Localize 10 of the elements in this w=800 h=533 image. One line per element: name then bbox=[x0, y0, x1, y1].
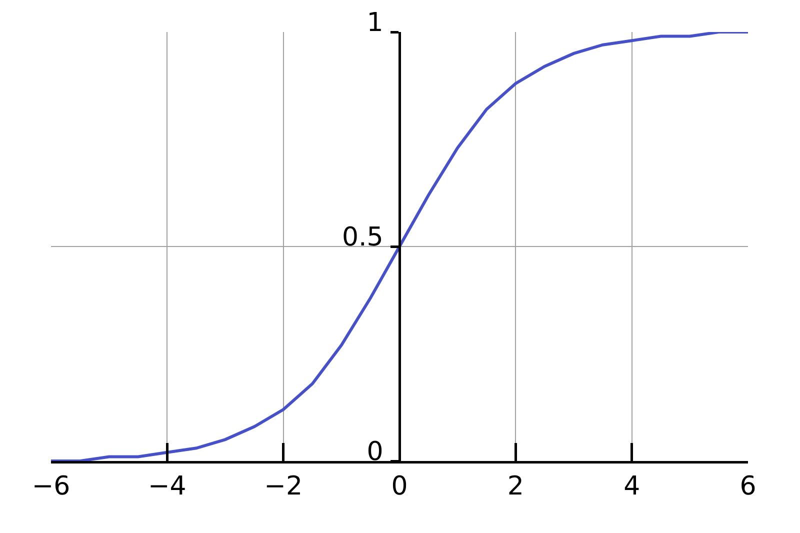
x-tick-label: 4 bbox=[624, 472, 640, 502]
x-tick-label: 6 bbox=[740, 472, 756, 502]
x-tick-label: −2 bbox=[264, 472, 302, 502]
y-tick-label: 0 bbox=[366, 437, 384, 468]
y-tick-label: 1 bbox=[366, 8, 384, 38]
y-tick-label: 0.5 bbox=[342, 222, 384, 253]
x-tick-label: −4 bbox=[148, 472, 186, 502]
x-tick-label: −6 bbox=[32, 472, 70, 502]
x-tick-label: 0 bbox=[391, 472, 408, 502]
x-tick-label: 2 bbox=[507, 472, 524, 502]
